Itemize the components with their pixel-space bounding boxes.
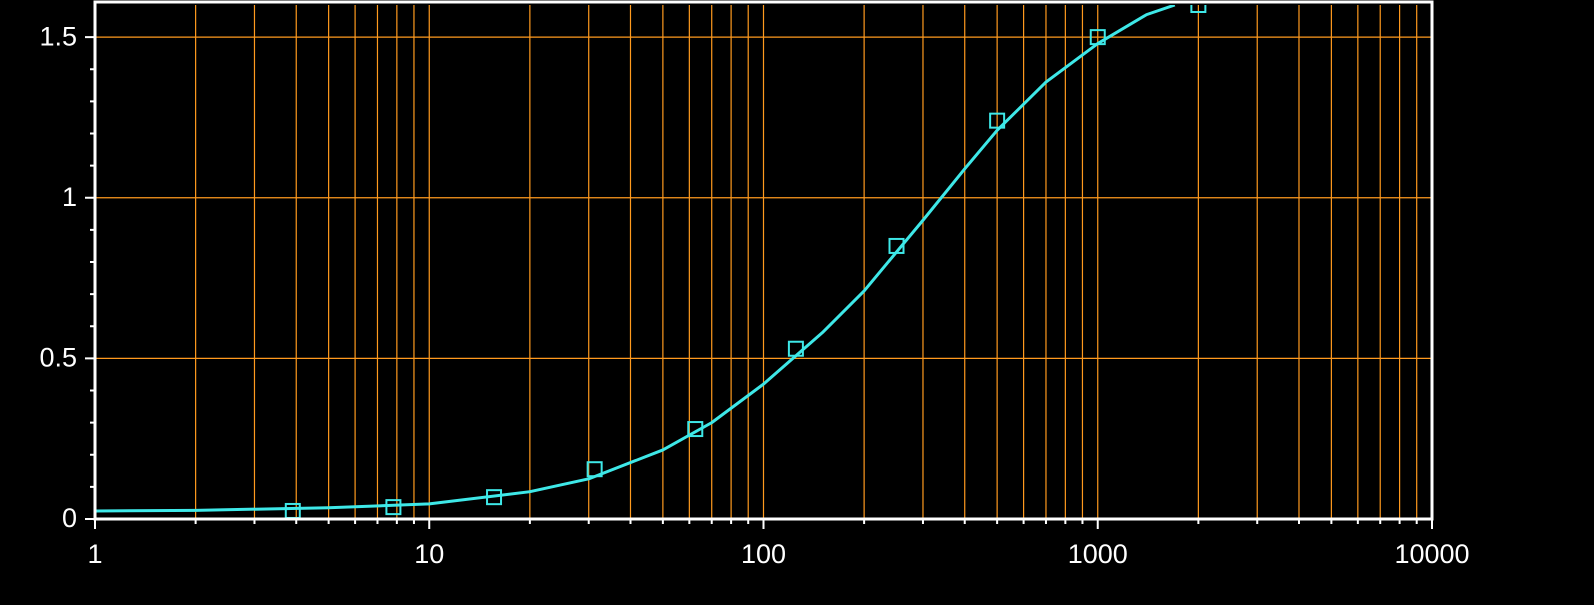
data-point	[888, 237, 905, 254]
x-tick-label: 100	[741, 539, 786, 569]
y-tick-label: 1.5	[39, 21, 77, 51]
plot-area	[95, 5, 1207, 519]
data-point	[1190, 5, 1207, 13]
data-point	[1089, 29, 1106, 46]
axes: 1 10 100 1000 10000 0 0.5 1 1.5	[39, 0, 1470, 569]
x-tick-label: 10000	[1394, 539, 1469, 569]
data-point	[586, 461, 603, 478]
data-point	[486, 489, 503, 506]
x-tick-label: 10	[414, 539, 444, 569]
y-tick-label: 1	[62, 182, 77, 212]
data-point	[687, 421, 704, 438]
data-point	[385, 499, 402, 516]
x-tick-label: 1000	[1068, 539, 1128, 569]
data-point	[989, 112, 1006, 129]
y-tick-label: 0	[62, 503, 77, 533]
fit-curve	[95, 5, 1176, 513]
data-point	[787, 340, 804, 357]
y-tick-label: 0.5	[39, 343, 77, 373]
x-tick-label: 1	[87, 539, 102, 569]
